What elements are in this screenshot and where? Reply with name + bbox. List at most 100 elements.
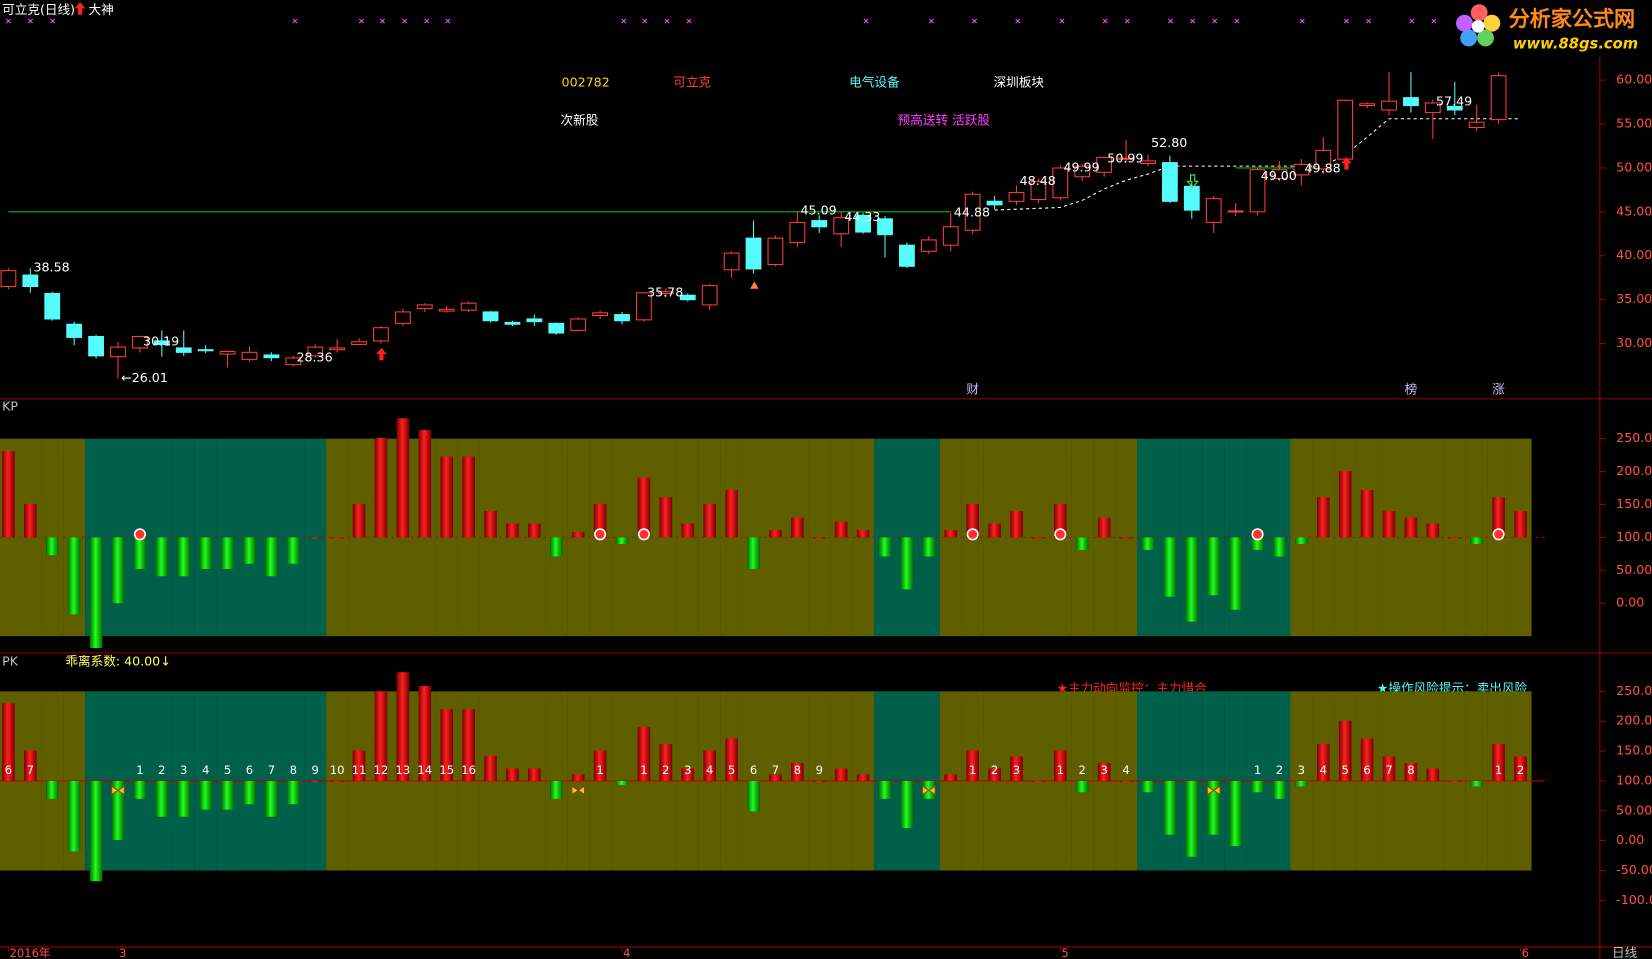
bar [199,780,212,810]
candle-body [88,336,104,357]
candle-body [1249,169,1266,213]
candle-body [307,346,324,357]
period-label: 日线 [1612,945,1638,959]
count-label: 7 [772,763,779,777]
butterfly-icon [111,785,125,796]
event-marker: 涨 [1492,381,1505,396]
bar [462,709,475,781]
count-label: 2 [662,763,669,777]
bar [462,456,475,538]
count-label: 6 [246,763,253,777]
zone-band [676,438,699,637]
panel-title: KP [2,398,18,413]
bar [1032,537,1045,539]
count-label: 4 [1122,763,1129,777]
bar [966,503,979,538]
candle-body [0,270,17,287]
count-label: 8 [794,763,801,777]
candle-body [22,274,39,287]
bar [199,537,212,569]
signal-ball [1251,528,1264,541]
y-tick-label: 250.00 [1616,430,1652,445]
bar [308,780,322,782]
price-annotation: 38.58 [34,260,70,275]
bar [330,780,344,782]
bar [747,780,760,812]
x-tick-label: 6 [1522,946,1529,959]
candle-body [636,292,652,321]
bar [944,530,958,538]
count-label: 2 [1276,763,1283,777]
stock-name: 可立克 [673,75,711,90]
signal-cross [1015,18,1021,24]
bar [593,750,607,781]
bar [922,537,936,557]
y-tick-label: 30.00 [1616,335,1652,350]
bar [615,780,629,786]
y-tick-label: 55.00 [1616,116,1652,131]
bar [856,774,870,781]
signal-cross [5,18,11,24]
price-annotation: 49.00 [1261,168,1297,183]
bar [703,503,717,538]
count-label: 10 [330,763,345,777]
candle-body [1008,191,1025,202]
x-tick-label: 3 [119,946,126,959]
signal-cross [1234,18,1240,24]
logo: 分析家公式网 www.88gs.com [1449,0,1652,57]
candle-body [1052,167,1069,199]
butterfly-icon [571,785,586,796]
bar [769,530,782,538]
zone-band [567,438,590,637]
bar [1448,537,1462,539]
signal-ball [1054,528,1067,541]
bar [812,780,826,782]
candle-body [767,237,784,266]
bar [615,537,629,544]
count-label: 3 [1013,763,1020,777]
candle-body [1161,162,1178,202]
bar [24,750,37,781]
bar [418,685,432,781]
bar [440,456,454,538]
candle-body [920,239,937,252]
count-label: 2 [158,763,165,777]
bar [67,780,81,852]
signal-cross [424,18,430,24]
zone-band [1509,438,1532,637]
bar [1470,780,1484,787]
board: 深圳板块 [994,75,1045,90]
signal-cross [686,18,692,24]
bar [2,451,15,538]
bar [681,523,695,538]
signal-cross [1343,18,1349,24]
x-tick-label: 5 [1061,946,1068,959]
candle-body [701,285,718,306]
y-tick-label: 50.00 [1616,562,1652,577]
bar [528,523,541,538]
count-label: 4 [706,763,713,777]
bar [418,430,432,538]
bar [286,780,300,805]
candle-body [1424,102,1441,114]
y-tick-label: 150.00 [1616,743,1652,758]
tag: 预高送转 活跃股 [898,113,991,128]
bar [1141,537,1155,550]
bar [133,537,147,569]
bar [791,762,804,781]
bar [177,780,191,817]
stock-code: 002782 [562,75,610,90]
bar [1053,750,1067,781]
bar [308,537,322,539]
candle-body [153,340,170,345]
signal-ball [133,528,146,541]
bar [1492,497,1505,538]
bar [24,503,37,538]
signal-ball [966,528,979,541]
candle-body [1030,180,1047,201]
bar [769,774,782,781]
candle-body [1403,97,1419,107]
y-tick-label: 200.00 [1616,463,1652,478]
bar [396,418,410,538]
count-label: 6 [1363,763,1370,777]
